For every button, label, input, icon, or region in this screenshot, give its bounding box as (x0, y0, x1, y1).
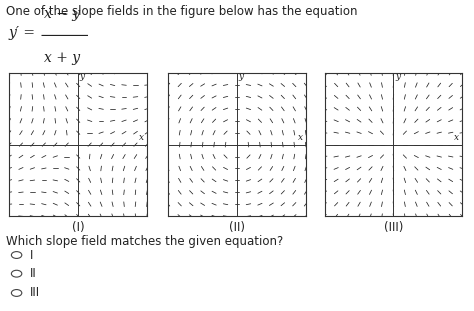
Text: x + y: x + y (44, 51, 80, 65)
Text: y′ =: y′ = (9, 26, 36, 40)
Text: x − y: x − y (44, 7, 80, 21)
Text: III: III (30, 286, 40, 299)
Text: One of the slope fields in the figure below has the equation: One of the slope fields in the figure be… (6, 5, 357, 18)
Text: (II): (II) (229, 221, 245, 234)
Text: I: I (30, 248, 33, 262)
Text: x: x (298, 133, 303, 142)
Text: II: II (30, 267, 36, 280)
Text: Which slope field matches the given equation?: Which slope field matches the given equa… (6, 235, 283, 248)
Text: y: y (80, 72, 85, 81)
Text: y: y (395, 72, 400, 81)
Text: x: x (139, 133, 144, 142)
Text: y: y (238, 72, 244, 81)
Text: (I): (I) (72, 221, 84, 234)
Text: x: x (454, 133, 459, 142)
Text: (III): (III) (384, 221, 403, 234)
